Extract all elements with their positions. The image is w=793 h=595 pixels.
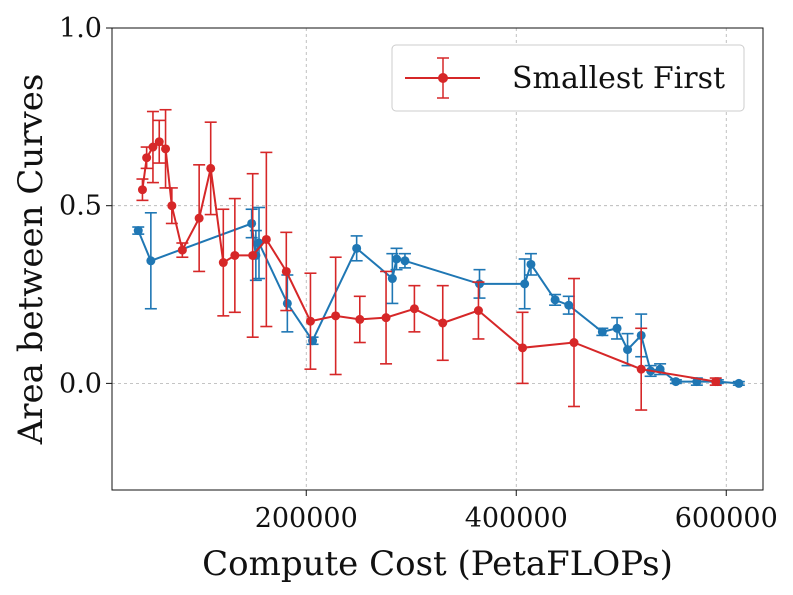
axis-ticks: 200000 400000 600000 0.0 0.5 1.0: [59, 13, 778, 534]
series-layer: [132, 108, 745, 411]
data-point-smallest-first: [331, 311, 341, 321]
plot-area-frame: [111, 27, 764, 491]
data-point-smallest-first: [206, 163, 216, 173]
data-point-smallest-first: [230, 250, 240, 260]
data-point-smallest-first: [305, 316, 315, 326]
data-point-largest-first: [550, 295, 560, 305]
data-point-smallest-first: [636, 364, 646, 374]
data-point-smallest-first: [177, 245, 187, 255]
x-tick-label: 600000: [675, 503, 778, 534]
legend-marker: [438, 73, 448, 83]
data-point-largest-first: [146, 256, 156, 266]
data-point-smallest-first: [409, 304, 419, 314]
data-point-smallest-first: [218, 258, 228, 268]
legend-box: [391, 44, 745, 112]
data-point-smallest-first: [154, 137, 164, 147]
series-smallest-first: [136, 108, 722, 411]
data-point-largest-first: [308, 336, 318, 346]
data-point-largest-first: [392, 254, 402, 264]
data-point-largest-first: [520, 279, 530, 289]
grid-lines: [112, 28, 763, 490]
data-point-largest-first: [597, 327, 607, 337]
data-point-smallest-first: [711, 377, 721, 387]
data-point-largest-first: [400, 256, 410, 266]
data-point-largest-first: [133, 226, 143, 236]
data-point-largest-first: [526, 259, 536, 269]
x-tick-label: 400000: [465, 503, 568, 534]
y-tick-label: 0.5: [59, 191, 102, 222]
data-point-largest-first: [612, 323, 622, 333]
data-point-smallest-first: [438, 318, 448, 328]
x-tick-label: 200000: [255, 503, 358, 534]
data-point-smallest-first: [473, 306, 483, 316]
data-point-largest-first: [734, 378, 744, 388]
data-point-smallest-first: [261, 234, 271, 244]
x-axis-label: Compute Cost (PetaFLOPs): [202, 544, 673, 584]
data-point-largest-first: [282, 298, 292, 308]
data-point-largest-first: [671, 377, 681, 387]
data-point-smallest-first: [167, 201, 177, 211]
data-point-largest-first: [623, 345, 633, 355]
y-tick-label: 0.0: [59, 368, 102, 399]
data-point-smallest-first: [518, 343, 528, 353]
data-point-smallest-first: [161, 144, 171, 154]
data-point-smallest-first: [248, 250, 258, 260]
data-point-largest-first: [564, 300, 574, 310]
data-point-smallest-first: [148, 142, 158, 152]
data-point-largest-first: [387, 274, 397, 284]
data-point-smallest-first: [569, 338, 579, 348]
y-axis-label: Area between Curves: [11, 74, 51, 446]
y-tick-label: 1.0: [59, 13, 102, 44]
legend: Smallest First: [391, 44, 745, 112]
data-point-smallest-first: [381, 313, 391, 323]
data-point-largest-first: [475, 279, 484, 289]
data-point-smallest-first: [142, 153, 152, 163]
data-point-smallest-first: [194, 213, 204, 223]
data-point-smallest-first: [355, 314, 365, 324]
data-point-smallest-first: [137, 185, 147, 195]
data-point-smallest-first: [281, 266, 291, 276]
legend-label: Smallest First: [512, 61, 725, 96]
data-point-largest-first: [247, 218, 257, 228]
data-point-largest-first: [352, 243, 362, 253]
